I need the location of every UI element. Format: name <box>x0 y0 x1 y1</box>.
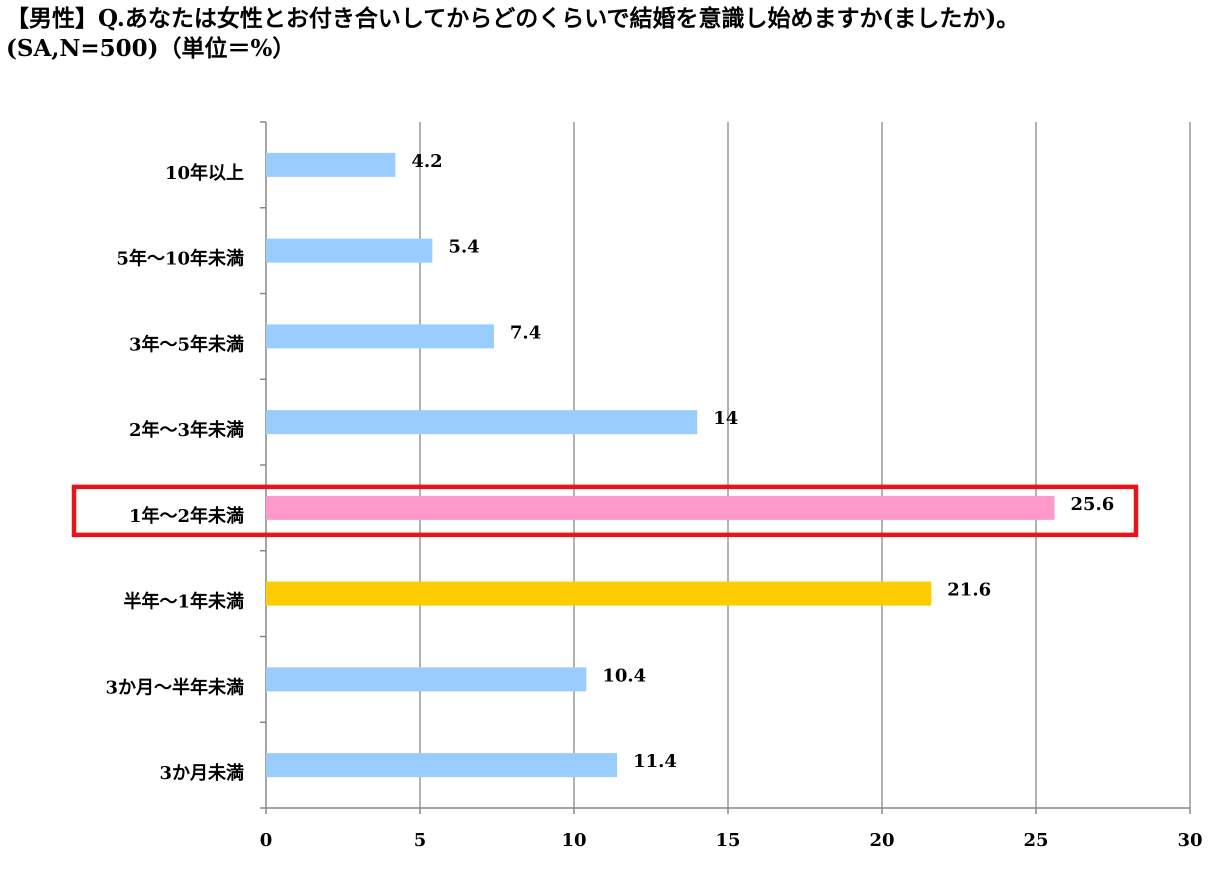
data-label: 5.4 <box>448 237 479 258</box>
x-tick-label: 20 <box>869 830 894 851</box>
data-label: 4.2 <box>411 151 442 172</box>
x-tick-label: 5 <box>414 830 427 851</box>
highlight-box <box>71 484 1139 538</box>
x-tick-label: 25 <box>1023 830 1048 851</box>
category-label: 5年～10年未満 <box>116 248 244 270</box>
bar <box>266 324 494 349</box>
chart-title: 【男性】Q.あなたは女性とお付き合いしてからどのくらいで結婚を意識し始めますか(… <box>6 4 1019 64</box>
bar <box>266 238 433 263</box>
category-label: 1年～2年未満 <box>129 505 244 527</box>
data-label: 10.4 <box>602 665 646 686</box>
category-label: 3か月未満 <box>159 762 244 784</box>
bar <box>266 495 1055 520</box>
bar <box>266 410 698 435</box>
category-label: 3年～5年未満 <box>129 333 244 355</box>
category-label: 2年～3年未満 <box>129 419 244 441</box>
x-tick-label: 15 <box>715 830 740 851</box>
category-label: 10年以上 <box>165 162 244 184</box>
data-label: 14 <box>713 408 738 429</box>
data-label: 11.4 <box>633 751 677 772</box>
bar <box>266 581 932 606</box>
x-tick-label: 10 <box>561 830 586 851</box>
bar <box>266 753 618 778</box>
bar <box>266 667 587 692</box>
data-label: 21.6 <box>947 580 991 601</box>
x-tick-label: 30 <box>1177 830 1202 851</box>
chart-title-line-2: (SA,N=500)（単位＝%） <box>6 35 296 62</box>
category-label: 半年～1年未満 <box>123 591 244 613</box>
bar <box>266 152 396 177</box>
category-label: 3か月～半年未満 <box>105 676 244 698</box>
chart-title-line-1: 【男性】Q.あなたは女性とお付き合いしてからどのくらいで結婚を意識し始めますか(… <box>6 5 1020 32</box>
data-label: 7.4 <box>510 322 541 343</box>
x-tick-label: 0 <box>260 830 273 851</box>
data-label: 25.6 <box>1070 494 1114 515</box>
